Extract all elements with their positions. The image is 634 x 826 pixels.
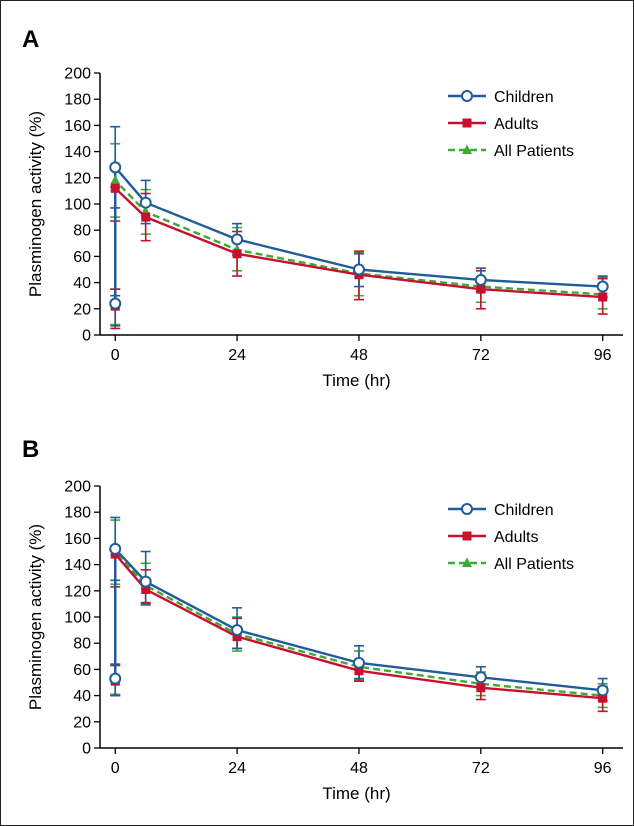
children-point [231, 624, 244, 637]
children-point [231, 233, 244, 246]
children-point [139, 196, 152, 209]
x-tick-label: 24 [228, 347, 246, 364]
children-point [474, 273, 487, 286]
children-point [596, 684, 609, 697]
children-point [109, 542, 122, 555]
adults-point [598, 693, 608, 703]
adults-point [141, 212, 151, 222]
legend-label-adults: Adults [494, 529, 538, 546]
children-point [109, 161, 122, 174]
legend-marker-all-patients [462, 144, 472, 154]
y-tick-label: 200 [64, 66, 91, 83]
all-patients-point [110, 174, 121, 185]
adults-point [110, 183, 120, 193]
x-tick-label: 72 [472, 760, 490, 777]
adults-point [232, 632, 242, 642]
x-axis-title: Time (hr) [322, 371, 390, 390]
y-tick-label: 0 [82, 328, 91, 345]
legend-marker-adults [462, 118, 472, 128]
legend-marker-children [461, 503, 473, 515]
legend-marker-adults [462, 531, 472, 541]
y-tick-label: 0 [82, 741, 91, 758]
children-point [596, 280, 609, 293]
y-tick-label: 200 [64, 479, 91, 496]
y-tick-label: 160 [64, 118, 91, 135]
y-tick-label: 160 [64, 531, 91, 548]
y-tick-label: 120 [64, 170, 91, 187]
y-tick-label: 60 [73, 249, 91, 266]
adults-point [354, 666, 364, 676]
y-tick-label: 20 [73, 301, 91, 318]
legend-marker-all-patients [462, 557, 472, 567]
children-point [352, 263, 365, 276]
y-axis-title: Plasminogen activity (%) [26, 524, 45, 710]
y-tick-label: 120 [64, 583, 91, 600]
y-tick-label: 140 [64, 557, 91, 574]
x-tick-label: 48 [350, 347, 368, 364]
y-tick-label: 80 [73, 223, 91, 240]
y-tick-label: 100 [64, 197, 91, 214]
x-tick-label: 0 [111, 760, 120, 777]
panel-label-b: B [22, 436, 40, 463]
legend-label-all-patients: All Patients [494, 556, 574, 573]
y-tick-label: 180 [64, 92, 91, 109]
adults-point [232, 249, 242, 259]
x-tick-label: 24 [228, 760, 246, 777]
children-point [139, 575, 152, 588]
x-tick-label: 72 [472, 347, 490, 364]
children-point [109, 672, 122, 685]
legend-label-all-patients: All Patients [494, 143, 574, 160]
y-tick-label: 140 [64, 144, 91, 161]
children-point [474, 671, 487, 684]
chart-panel-b: 0 20 40 60 80 100 120 140 160 180 200 0 24 48 72 96 Time… [26, 479, 623, 803]
y-tick-label: 80 [73, 636, 91, 653]
legend-marker-children [461, 90, 473, 102]
adults-point [141, 584, 151, 594]
y-tick-label: 40 [73, 275, 91, 292]
y-tick-label: 60 [73, 662, 91, 679]
x-tick-label: 0 [111, 347, 120, 364]
panel-label-a: A [22, 26, 40, 53]
adults-point [598, 292, 608, 302]
adults-point [476, 284, 486, 294]
y-tick-label: 20 [73, 714, 91, 731]
x-tick-label: 96 [594, 760, 612, 777]
chart-panel-a: 0 20 40 60 80 100 120 140 160 180 200 0 24 48 72 96 Time… [26, 66, 623, 390]
y-tick-label: 100 [64, 610, 91, 627]
legend-label-children: Children [494, 89, 554, 106]
x-tick-label: 48 [350, 760, 368, 777]
children-point [109, 297, 122, 310]
legend-label-adults: Adults [494, 116, 538, 133]
adults-point [476, 683, 486, 693]
y-tick-label: 180 [64, 505, 91, 522]
y-axis-title: Plasminogen activity (%) [26, 111, 45, 297]
children-point [352, 656, 365, 669]
x-axis-title: Time (hr) [322, 784, 390, 803]
legend-label-children: Children [494, 502, 554, 519]
x-tick-label: 96 [594, 347, 612, 364]
y-tick-label: 40 [73, 688, 91, 705]
